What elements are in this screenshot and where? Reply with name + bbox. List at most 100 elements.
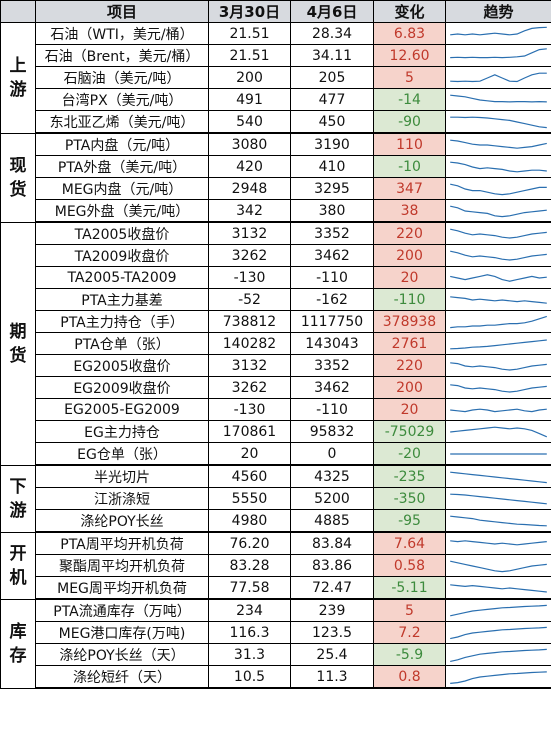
change-value: 38 bbox=[373, 199, 446, 223]
header-cat bbox=[0, 0, 36, 23]
item-name: 石油（WTI，美元/桶） bbox=[35, 22, 209, 45]
value-date2: 5200 bbox=[290, 487, 374, 510]
value-date2: 3190 bbox=[290, 132, 374, 156]
trend-sparkline bbox=[445, 598, 551, 622]
header-trend: 趋势 bbox=[445, 0, 551, 23]
value-date2: 450 bbox=[290, 110, 374, 134]
trend-line bbox=[450, 409, 547, 411]
trend-sparkline bbox=[445, 332, 551, 355]
change-value: -75029 bbox=[373, 420, 446, 443]
trend-line bbox=[450, 540, 547, 544]
category-char: 库 bbox=[9, 621, 27, 642]
change-value: -90 bbox=[373, 110, 446, 134]
value-date1: -130 bbox=[208, 266, 291, 289]
change-value: -14 bbox=[373, 88, 446, 111]
value-date1: 234 bbox=[208, 598, 291, 622]
table-row: MEG周平均开机负荷 77.58 72.47 -5.11 bbox=[1, 576, 551, 600]
trend-line bbox=[450, 671, 547, 683]
table-row: 现货 PTA内盘（元/吨） 3080 3190 110 bbox=[0, 132, 551, 223]
value-date2: 3352 bbox=[290, 354, 374, 377]
category-char: 游 bbox=[9, 79, 27, 100]
table-row: MEG外盘（美元/吨） 342 380 38 bbox=[1, 199, 551, 223]
table-row: EG2005收盘价 3132 3352 220 bbox=[1, 354, 551, 377]
value-date2: 72.47 bbox=[290, 576, 374, 600]
trend-line bbox=[450, 27, 547, 35]
trend-sparkline bbox=[445, 398, 551, 421]
value-date2: -162 bbox=[290, 288, 374, 311]
trend-line bbox=[450, 494, 547, 504]
trend-line bbox=[450, 251, 547, 260]
table-row: EG2005-EG2009 -130 -110 20 bbox=[1, 398, 551, 421]
item-name: EG2005收盘价 bbox=[35, 354, 209, 377]
change-value: -95 bbox=[373, 509, 446, 533]
change-value: 7.2 bbox=[373, 621, 446, 644]
trend-sparkline bbox=[445, 177, 551, 200]
change-value: 200 bbox=[373, 244, 446, 267]
item-name: 石脑油（美元/吨） bbox=[35, 66, 209, 89]
table-row: 库存 PTA流通库存（万吨） 234 239 5 bbox=[0, 598, 551, 689]
table-row: PTA主力持仓（手） 738812 1117750 378938 bbox=[1, 310, 551, 333]
trend-sparkline bbox=[445, 442, 551, 466]
item-name: 半光切片 bbox=[35, 464, 209, 488]
value-date1: 200 bbox=[208, 66, 291, 89]
trend-line bbox=[450, 206, 547, 216]
change-value: 20 bbox=[373, 398, 446, 421]
item-name: 石油（Brent，美元/桶） bbox=[35, 44, 209, 67]
trend-sparkline bbox=[445, 376, 551, 399]
category-char: 游 bbox=[9, 500, 27, 521]
trend-sparkline bbox=[445, 420, 551, 443]
value-date1: 4980 bbox=[208, 509, 291, 533]
trend-line bbox=[450, 140, 547, 148]
trend-sparkline bbox=[445, 464, 551, 488]
value-date1: 21.51 bbox=[208, 22, 291, 45]
table-row: 涤纶POY长丝（天） 31.3 25.4 -5.9 bbox=[1, 643, 551, 666]
value-date2: 205 bbox=[290, 66, 374, 89]
trend-line bbox=[450, 229, 547, 238]
header-date1: 3月30日 bbox=[208, 0, 291, 23]
category-char: 下 bbox=[9, 476, 27, 497]
table-row: PTA外盘（美元/吨） 420 410 -10 bbox=[1, 155, 551, 178]
trend-line bbox=[450, 362, 547, 369]
table-row: EG主力持仓 170861 95832 -75029 bbox=[1, 420, 551, 443]
table-row: 涤纶短纤（天） 10.5 11.3 0.8 bbox=[1, 665, 551, 689]
value-date2: 3462 bbox=[290, 376, 374, 399]
trend-sparkline bbox=[445, 244, 551, 267]
value-date1: 342 bbox=[208, 199, 291, 223]
trend-line bbox=[450, 584, 547, 591]
item-name: 东北亚乙烯（美元/吨） bbox=[35, 110, 209, 134]
category-label: 期货 bbox=[0, 221, 36, 466]
trend-sparkline bbox=[445, 621, 551, 644]
item-name: MEG内盘（元/吨） bbox=[35, 177, 209, 200]
table-row: PTA仓单（张） 140282 143043 2761 bbox=[1, 332, 551, 355]
table-row: TA2005-TA2009 -130 -110 20 bbox=[1, 266, 551, 289]
table-row: 台湾PX（美元/吨） 491 477 -14 bbox=[1, 88, 551, 111]
item-name: PTA流通库存（万吨） bbox=[35, 598, 209, 622]
item-name: TA2005-TA2009 bbox=[35, 266, 209, 289]
item-name: TA2009收盘价 bbox=[35, 244, 209, 267]
value-date2: 11.3 bbox=[290, 665, 374, 689]
value-date1: 4560 bbox=[208, 464, 291, 488]
value-date2: 123.5 bbox=[290, 621, 374, 644]
commodity-table: 项目 3月30日 4月6日 变化 趋势 上游石油（WTI，美元/桶） 21.51 2… bbox=[0, 0, 551, 689]
trend-line bbox=[450, 561, 547, 571]
header-row: 项目 3月30日 4月6日 变化 趋势 bbox=[0, 0, 551, 23]
trend-line bbox=[450, 472, 547, 482]
value-date1: 21.51 bbox=[208, 44, 291, 67]
value-date1: 491 bbox=[208, 88, 291, 111]
trend-sparkline bbox=[445, 531, 551, 555]
item-name: MEG周平均开机负荷 bbox=[35, 576, 209, 600]
value-date1: 170861 bbox=[208, 420, 291, 443]
value-date2: 3295 bbox=[290, 177, 374, 200]
trend-sparkline bbox=[445, 266, 551, 289]
trend-sparkline bbox=[445, 487, 551, 510]
item-name: TA2005收盘价 bbox=[35, 221, 209, 245]
trend-line bbox=[450, 649, 547, 661]
item-name: 聚酯周平均开机负荷 bbox=[35, 554, 209, 577]
change-value: 5 bbox=[373, 66, 446, 89]
item-name: 涤纶短纤（天） bbox=[35, 665, 209, 689]
trend-line bbox=[450, 73, 547, 81]
value-date2: 34.11 bbox=[290, 44, 374, 67]
category-label: 上游 bbox=[0, 22, 36, 134]
value-date2: 25.4 bbox=[290, 643, 374, 666]
value-date1: 738812 bbox=[208, 310, 291, 333]
